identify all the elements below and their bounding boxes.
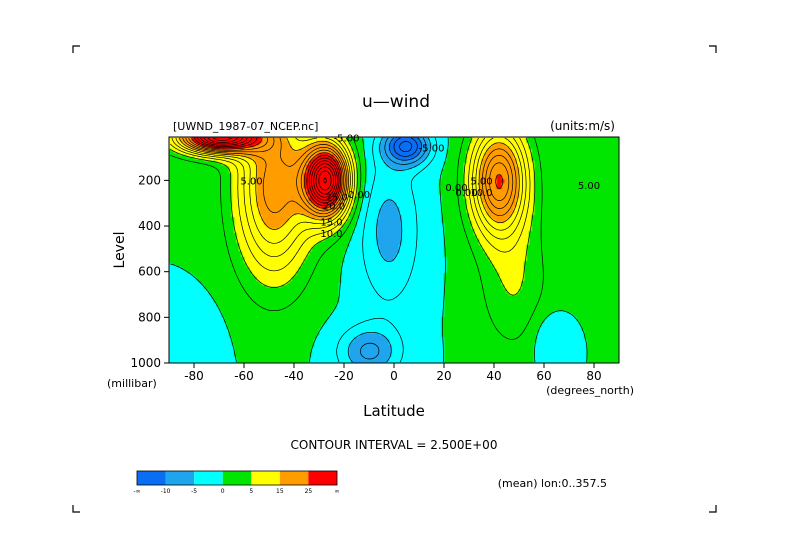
contour-line [170, 137, 588, 363]
contour-line [393, 137, 418, 157]
contour-line [175, 137, 523, 244]
colorbar-swatch [137, 471, 166, 485]
contour-line [171, 137, 527, 258]
colorbar-frame [136, 470, 338, 486]
colorbar-tick-label: 15 [276, 488, 284, 495]
contour-line [170, 137, 531, 272]
contour-lines [170, 137, 588, 363]
y-axis-units: (millibar) [107, 377, 157, 390]
y-tick-label: 200 [138, 173, 161, 187]
colorbar-tick-label: 0 [221, 488, 225, 495]
contour-line [182, 137, 517, 218]
colorbar-tick-label: -10 [161, 488, 171, 495]
x-tick-label: -20 [334, 369, 354, 383]
colorbar-tick-label: 25 [305, 488, 313, 495]
x-axis-units: (degrees_north) [546, 384, 634, 397]
colorbar: -∞ -10 -5 0 5 15 25 ∞ [133, 470, 340, 495]
colorbar-tick-label: 5 [249, 488, 253, 495]
x-tick-label: -60 [234, 369, 254, 383]
plot-area: -5.00-5.005.0025.020.015.010.00.000.000.… [130, 133, 620, 383]
colorbar-swatch [251, 471, 280, 485]
x-tick-label: 0 [390, 369, 398, 383]
contour-line [213, 137, 332, 191]
contour-label: 25.0 [325, 192, 347, 203]
crop-marks [72, 45, 717, 513]
x-axis-title: Latitude [363, 402, 425, 420]
contour-line [203, 137, 336, 198]
contour-interval-label: CONTOUR INTERVAL = 2.500E+00 [291, 438, 498, 452]
chart-title: u—wind [362, 92, 430, 112]
contour-label: 0.00 [348, 190, 370, 201]
contour-line [207, 137, 334, 195]
colorbar-tick-label: -5 [191, 488, 197, 495]
y-tick-label: 400 [138, 219, 161, 233]
contour-line [347, 137, 431, 363]
contour-label: -5.00 [334, 133, 360, 144]
x-tick-label: 60 [536, 369, 551, 383]
contour-label: 5.00 [470, 176, 492, 187]
x-tick-label: 20 [436, 369, 451, 383]
average-note: (mean) lon:0..357.5 [498, 477, 607, 490]
colorbar-tick-label: ∞ [335, 488, 340, 495]
dataset-label: [UWND_1987-07_NCEP.nc] [173, 120, 318, 133]
contour-line [188, 137, 510, 212]
contour-line [170, 137, 544, 340]
contour-line [399, 141, 413, 153]
x-tick-label: 40 [486, 369, 501, 383]
contour-label: 10.0 [470, 188, 492, 199]
contour-label: 20.0 [323, 201, 345, 212]
contour-line [185, 137, 514, 215]
contour-line [323, 177, 327, 184]
colorbar-swatch [308, 471, 337, 485]
contour-labels: -5.00-5.005.0025.020.015.010.00.000.000.… [240, 133, 600, 239]
contour-line [179, 137, 520, 230]
colorbar-swatch [165, 471, 195, 485]
x-tick-label: -40 [284, 369, 304, 383]
x-tick-label: -80 [184, 369, 204, 383]
y-tick-label: 600 [138, 265, 161, 279]
wind-field-image [169, 137, 619, 363]
colorbar-tick-label: -∞ [133, 488, 140, 495]
y-axis: 200 400 600 800 1000 [130, 173, 169, 370]
x-axis: -80 -60 -40 -20 0 20 40 60 80 [184, 363, 602, 383]
y-tick-label: 1000 [130, 356, 161, 370]
contour-label: 0.00 [455, 188, 477, 199]
contour-line [170, 137, 536, 296]
units-label: (units:m/s) [550, 119, 615, 133]
colorbar-swatch [194, 471, 223, 485]
contour-line [389, 137, 423, 161]
colorbar-swatch [222, 471, 252, 485]
contour-line [197, 137, 340, 204]
contour-line [200, 137, 338, 201]
contour-label: 5.00 [578, 181, 600, 192]
contour-line [194, 137, 341, 206]
colorbar-swatch [279, 471, 309, 485]
contour-label: 15.0 [320, 217, 342, 228]
contour-label: 5.00 [240, 176, 262, 187]
contour-label: -5.00 [419, 143, 445, 154]
x-tick-label: 80 [586, 369, 601, 383]
contour-line [359, 137, 427, 360]
contour-label: 0.00 [445, 183, 467, 194]
contour-label: 10.0 [320, 229, 342, 240]
contour-line [191, 137, 504, 209]
contour-line [336, 137, 438, 363]
y-tick-label: 800 [138, 310, 161, 324]
y-axis-title: Level [112, 232, 128, 269]
